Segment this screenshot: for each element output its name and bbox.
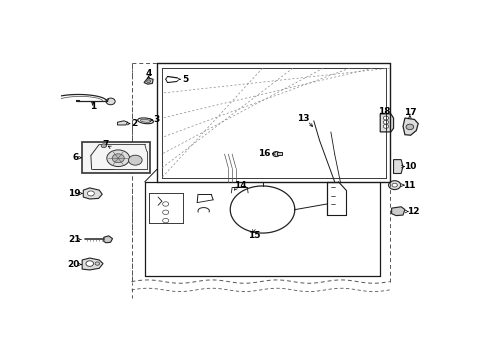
Circle shape xyxy=(383,120,389,124)
Text: 20: 20 xyxy=(68,260,80,269)
Text: 2: 2 xyxy=(131,119,137,128)
Ellipse shape xyxy=(138,118,153,124)
Text: 4: 4 xyxy=(146,69,152,78)
Text: 14: 14 xyxy=(234,181,247,190)
Polygon shape xyxy=(403,118,418,135)
Text: 10: 10 xyxy=(404,162,416,171)
Text: 5: 5 xyxy=(182,75,188,84)
Circle shape xyxy=(86,261,94,266)
Circle shape xyxy=(112,154,124,163)
FancyBboxPatch shape xyxy=(277,152,282,155)
Text: 15: 15 xyxy=(247,230,260,239)
Text: 12: 12 xyxy=(407,207,419,216)
Circle shape xyxy=(107,150,129,167)
Circle shape xyxy=(106,98,115,105)
Circle shape xyxy=(163,210,169,215)
Circle shape xyxy=(406,124,414,130)
Circle shape xyxy=(163,202,169,206)
Circle shape xyxy=(95,262,99,265)
Ellipse shape xyxy=(140,119,151,122)
Polygon shape xyxy=(144,78,153,84)
Text: 18: 18 xyxy=(378,107,391,116)
Text: 11: 11 xyxy=(403,181,416,190)
Polygon shape xyxy=(393,159,403,174)
Polygon shape xyxy=(82,258,103,270)
Text: 21: 21 xyxy=(68,235,81,244)
Circle shape xyxy=(101,144,106,148)
Polygon shape xyxy=(83,188,102,199)
Text: 3: 3 xyxy=(154,116,160,125)
FancyBboxPatch shape xyxy=(82,141,150,174)
Circle shape xyxy=(383,125,389,128)
Text: 1: 1 xyxy=(90,103,96,112)
Circle shape xyxy=(163,219,169,223)
Text: 19: 19 xyxy=(68,189,81,198)
Polygon shape xyxy=(392,207,405,216)
Text: 6: 6 xyxy=(72,153,78,162)
Circle shape xyxy=(273,152,280,157)
Circle shape xyxy=(383,116,389,120)
Polygon shape xyxy=(104,236,113,243)
Circle shape xyxy=(147,80,150,82)
Circle shape xyxy=(392,183,397,187)
Circle shape xyxy=(87,191,94,196)
Text: 13: 13 xyxy=(297,114,309,123)
Circle shape xyxy=(128,155,142,165)
Text: 17: 17 xyxy=(404,108,417,117)
Circle shape xyxy=(389,181,401,190)
Polygon shape xyxy=(118,121,128,125)
Text: 16: 16 xyxy=(258,149,270,158)
Polygon shape xyxy=(380,114,393,132)
Text: 7: 7 xyxy=(103,140,109,149)
